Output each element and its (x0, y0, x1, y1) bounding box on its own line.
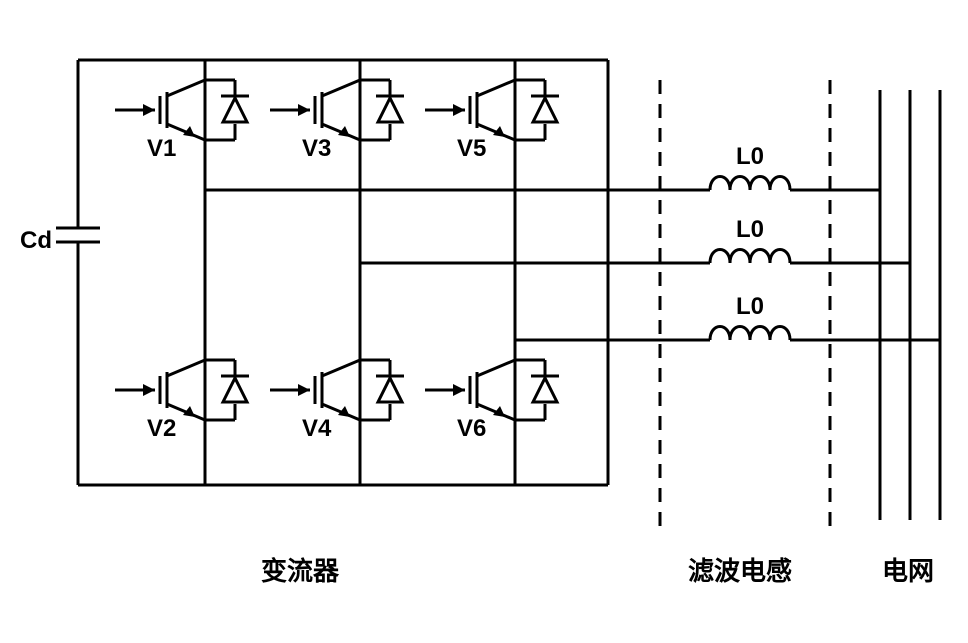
dc-link-capacitor: Cd (20, 218, 100, 254)
igbt-label: V5 (457, 135, 486, 162)
igbt-label: V6 (457, 415, 486, 442)
capacitor-label: Cd (20, 227, 52, 254)
inductor-2 (710, 327, 790, 341)
igbt-v3: V3 (270, 80, 404, 162)
grid-section-label: 电网 (882, 556, 934, 586)
igbt-label: V4 (302, 415, 332, 442)
filter-section-label: 滤波电感 (688, 556, 792, 586)
igbt-label: V1 (147, 135, 176, 162)
igbt-v5: V5 (425, 80, 559, 162)
inductor-label: L0 (736, 293, 764, 320)
igbt-v4: V4 (270, 360, 404, 442)
grid-bus (880, 90, 940, 520)
inductor-1 (710, 250, 790, 264)
inductor-label: L0 (736, 216, 764, 243)
igbt-v1: V1 (115, 80, 249, 162)
inductor-0 (710, 177, 790, 191)
igbt-label: V2 (147, 415, 176, 442)
converter-section-label: 变流器 (261, 556, 340, 586)
filter-inductors: L0 L0 L0 (710, 143, 790, 340)
igbt-v6: V6 (425, 360, 559, 442)
igbt-bridge: V1 V3 V5 V2 V4 V6 (115, 60, 559, 485)
igbt-label: V3 (302, 135, 331, 162)
igbt-v2: V2 (115, 360, 249, 442)
circuit-diagram: Cd V1 V3 V5 V2 V4 V6 L0 L0 L0 变流器 滤波电感 电网 (0, 0, 968, 643)
inductor-label: L0 (736, 143, 764, 170)
